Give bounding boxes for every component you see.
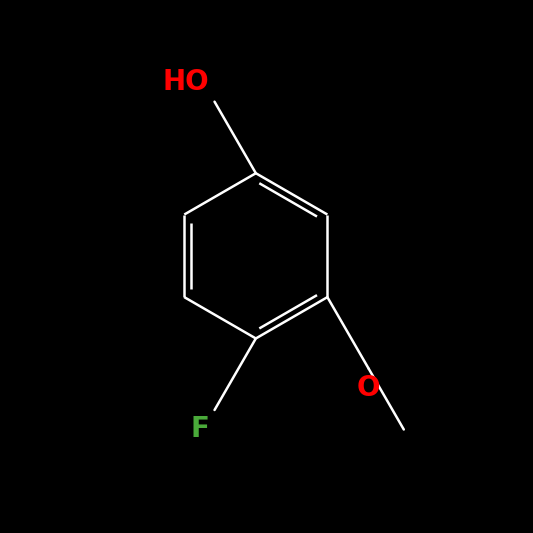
Text: O: O	[357, 374, 381, 402]
Text: HO: HO	[163, 68, 209, 96]
Text: F: F	[190, 415, 209, 443]
